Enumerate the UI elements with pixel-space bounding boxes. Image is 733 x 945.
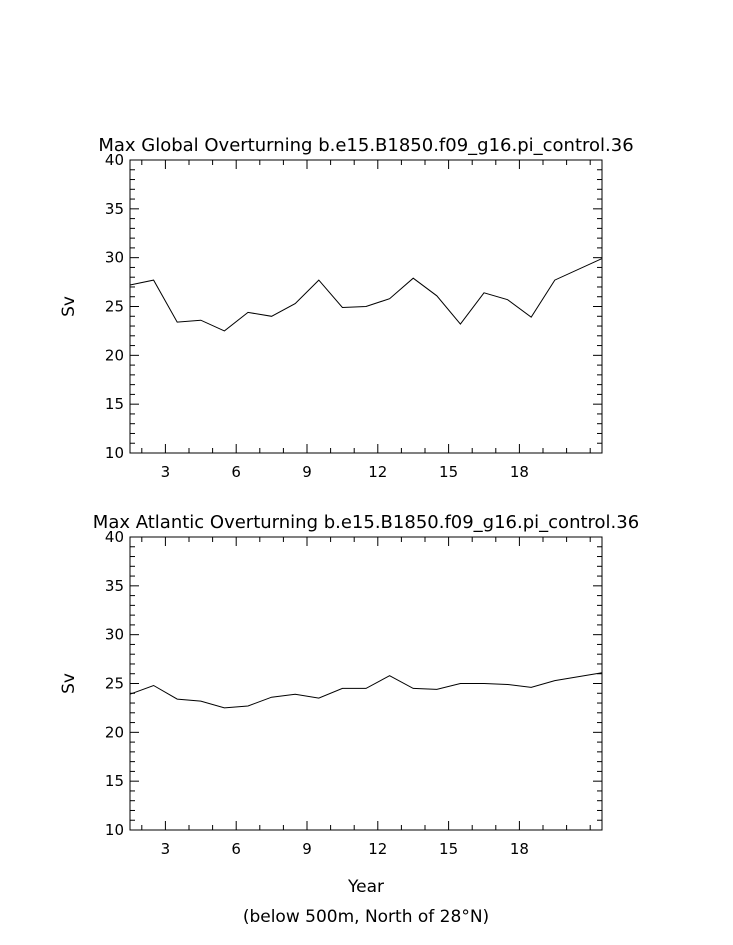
y-tick-label: 10 <box>105 821 124 839</box>
x-tick-label: 9 <box>302 840 312 858</box>
y-tick-label: 40 <box>105 151 124 169</box>
plot-frame <box>129 536 603 831</box>
chart-panel-2: Max Atlantic Overturning b.e15.B1850.f09… <box>59 512 639 927</box>
y-tick-label: 15 <box>105 395 124 413</box>
chart-title: Max Atlantic Overturning b.e15.B1850.f09… <box>93 512 639 533</box>
x-tick-label: 6 <box>231 840 241 858</box>
x-tick-label: 3 <box>161 463 171 481</box>
y-tick-label: 35 <box>105 577 124 595</box>
y-tick-label: 10 <box>105 444 124 462</box>
x-tick-label: 12 <box>368 463 387 481</box>
x-tick-label: 3 <box>161 840 171 858</box>
series-line-1 <box>129 258 603 332</box>
y-tick-label: 20 <box>105 723 124 741</box>
y-tick-label: 40 <box>105 528 124 546</box>
x-tick-label: 12 <box>368 840 387 858</box>
x-tick-label: 18 <box>510 840 529 858</box>
x-tick-label: 15 <box>439 463 458 481</box>
x-tick-label: 9 <box>302 463 312 481</box>
x-tick-label: 18 <box>510 463 529 481</box>
y-tick-label: 30 <box>105 249 124 267</box>
y-tick-label: 20 <box>105 346 124 364</box>
chart-panel-1: Max Global Overturning b.e15.B1850.f09_g… <box>59 135 634 481</box>
chart-title: Max Global Overturning b.e15.B1850.f09_g… <box>98 135 633 156</box>
x-axis-label: Year <box>347 877 384 897</box>
x-tick-label: 15 <box>439 840 458 858</box>
series-line-1 <box>129 672 603 709</box>
y-tick-label: 25 <box>105 298 124 316</box>
footnote: (below 500m, North of 28°N) <box>243 907 489 927</box>
y-tick-label: 30 <box>105 626 124 644</box>
y-axis-label: Sv <box>59 673 79 694</box>
x-tick-label: 6 <box>231 463 241 481</box>
y-axis-label: Sv <box>59 296 79 317</box>
y-tick-label: 35 <box>105 200 124 218</box>
y-tick-label: 15 <box>105 772 124 790</box>
y-tick-label: 25 <box>105 675 124 693</box>
